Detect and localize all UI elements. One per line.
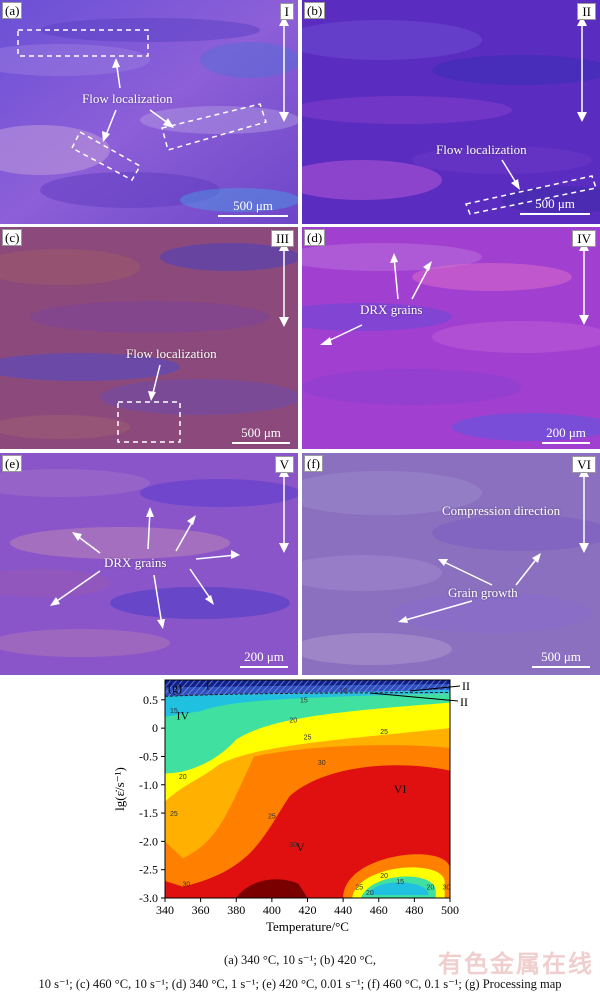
region-label: VI — [572, 456, 596, 473]
x-tick-label: 360 — [192, 903, 210, 917]
y-tick-label: -2.0 — [139, 834, 158, 848]
panel-label: (f) — [304, 455, 323, 472]
x-axis-label: Temperature/°C — [266, 919, 349, 934]
watermark: 有色金属在线 — [438, 950, 594, 978]
micrograph-f-image — [302, 453, 600, 675]
contour-level-label: 20 — [179, 774, 187, 781]
region-label: IV — [176, 709, 189, 723]
micrograph-e-image — [0, 453, 298, 675]
x-tick-label: 380 — [227, 903, 245, 917]
contour-level-label: 10 — [339, 688, 347, 695]
x-tick-label: 400 — [263, 903, 281, 917]
drx-grains-label: DRX grains — [360, 302, 423, 317]
y-tick-label: -1.0 — [139, 778, 158, 792]
region-label: V — [274, 456, 294, 473]
contour-level-label: 25 — [380, 729, 388, 736]
contour-level-label: 30 — [318, 760, 326, 767]
region-label: VI — [394, 782, 407, 796]
x-tick-label: 440 — [334, 903, 352, 917]
processing-map: 10 15 15 20 25 25 20 25 25 30 30 30 30 25 20 15 20 20 I IV V… — [110, 675, 474, 935]
contour-level-label: 20 — [427, 885, 435, 892]
band-dark-peak — [236, 879, 308, 898]
scale-bar: 500 μm — [232, 425, 290, 444]
y-tick-label: -3.0 — [139, 891, 158, 905]
flow-localization-label: Flow localization — [82, 91, 173, 106]
grain-growth-label: Grain growth — [448, 585, 518, 600]
scale-bar-label: 500 μm — [241, 425, 281, 440]
contour-level-label: 25 — [268, 814, 276, 821]
y-tick-label: -1.5 — [139, 806, 158, 820]
y-tick-label: -0.5 — [139, 749, 158, 763]
contour-level-label: 30 — [443, 885, 451, 892]
micrograph-f: (f) VI Compression direction Grain growt… — [302, 453, 600, 675]
figure-caption-line-1: (a) 340 °C, 10 s⁻¹; (b) 420 °C, — [224, 953, 376, 967]
micrograph-a-image — [0, 0, 298, 224]
drx-grains-label: DRX grains — [104, 555, 167, 570]
scale-bar-label: 200 μm — [244, 649, 284, 664]
region-label: I — [206, 679, 210, 693]
y-axis-label: lg(ε̇/s⁻¹) — [112, 767, 127, 811]
micrograph-a: (a) I Flow localization 500 μm — [0, 0, 298, 224]
panel-label: (a) — [2, 2, 23, 19]
panel-label: (e) — [2, 455, 23, 472]
flow-localization-label: Flow localization — [436, 142, 527, 157]
x-tick-label: 420 — [299, 903, 317, 917]
x-tick-label: 480 — [405, 903, 423, 917]
callout-line — [369, 692, 459, 702]
y-tick-label: 0.5 — [143, 693, 158, 707]
y-tick-label: 0 — [152, 721, 158, 735]
callout-label: III — [462, 679, 470, 693]
micrograph-c: (c) III Flow localization 500 μm — [0, 227, 298, 449]
contour-level-label: 30 — [289, 842, 297, 849]
panel-label: (d) — [304, 229, 326, 246]
contour-level-label: 15 — [170, 708, 178, 715]
micrograph-c-image — [0, 227, 298, 449]
scale-bar: 200 μm — [240, 649, 288, 668]
contour-fill — [165, 680, 450, 898]
panel-label: (b) — [304, 2, 326, 19]
scale-bar: 200 μm — [542, 425, 590, 444]
x-tick-label: 340 — [156, 903, 174, 917]
region-label: IV — [572, 230, 596, 247]
contour-level-label: 25 — [170, 811, 178, 818]
callout-label: II — [460, 695, 468, 709]
contour-level-label: 30 — [182, 882, 190, 889]
micrograph-d-image — [302, 227, 600, 449]
micrograph-b: (b) II Flow localization 500 μm — [302, 0, 600, 224]
scale-bar-label: 500 μm — [541, 649, 581, 664]
region-label: III — [271, 230, 294, 247]
band-15 — [165, 680, 450, 774]
contour-level-label: 25 — [355, 885, 363, 892]
scale-bar-label: 200 μm — [546, 425, 586, 440]
contour-level-label: 20 — [289, 717, 297, 724]
scale-bar: 500 μm — [218, 198, 288, 217]
region-label: I — [279, 3, 294, 20]
contour-level-label: 15 — [396, 879, 404, 886]
contour-level-label: 20 — [366, 890, 374, 897]
contour-level-label: 20 — [380, 873, 388, 880]
region-label: V — [296, 840, 305, 854]
scale-bar: 500 μm — [520, 196, 590, 215]
region-label: II — [577, 3, 596, 20]
panel-label: (c) — [2, 229, 23, 246]
flow-localization-label: Flow localization — [126, 346, 217, 361]
scale-bar-label: 500 μm — [233, 198, 273, 213]
scale-bar: 500 μm — [532, 649, 590, 668]
panel-label: (g) — [168, 681, 182, 695]
x-tick-label: 460 — [370, 903, 388, 917]
micrograph-d: (d) IV DRX grains 200 μm — [302, 227, 600, 449]
contour-level-label: 25 — [304, 734, 312, 741]
band-0 — [165, 680, 450, 688]
callout-line — [409, 685, 461, 692]
micrograph-b-image — [302, 0, 600, 224]
y-tick-label: -2.5 — [139, 863, 158, 877]
x-tick-label: 500 — [441, 903, 459, 917]
scale-bar-label: 500 μm — [535, 196, 575, 211]
compression-direction-label: Compression direction — [442, 503, 561, 518]
figure-caption-line-2: 10 s⁻¹; (c) 460 °C, 10 s⁻¹; (d) 340 °C, … — [38, 977, 562, 991]
micrograph-e: (e) V DRX grains 200 μm — [0, 453, 298, 675]
contour-level-label: 15 — [300, 698, 308, 705]
band-valley-10 — [369, 882, 429, 896]
